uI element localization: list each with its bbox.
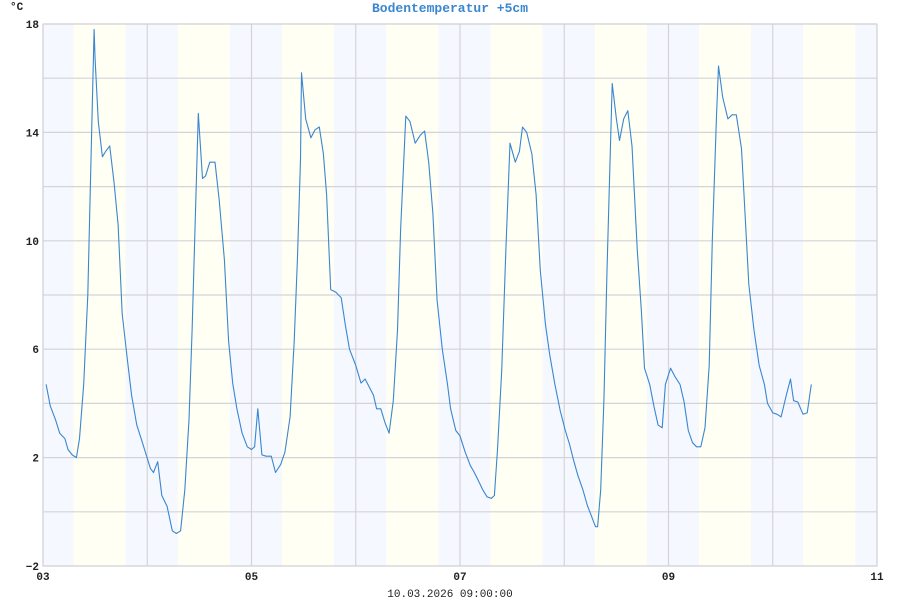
y-axis-ticks: −2 2 6 10 14 18 <box>26 20 40 574</box>
plot-frame <box>42 23 878 567</box>
series-line <box>45 28 812 535</box>
y-axis-unit: °C <box>10 2 24 14</box>
y-tick-label: 2 <box>32 454 39 466</box>
x-tick-label: 09 <box>662 572 675 584</box>
x-tick-label: 11 <box>870 572 884 584</box>
chart-title: Bodentemperatur +5cm <box>372 1 528 16</box>
y-tick-label: −2 <box>26 562 39 574</box>
y-tick-label: 18 <box>26 20 40 32</box>
x-tick-label: 05 <box>245 572 259 584</box>
y-tick-label: 10 <box>26 237 39 249</box>
y-tick-label: 6 <box>32 345 39 357</box>
x-axis-ticks: 03 05 07 09 11 <box>36 572 884 584</box>
x-axis-timestamp: 10.03.2026 09:00:00 <box>387 589 512 600</box>
y-tick-label: 14 <box>26 128 40 140</box>
x-tick-label: 07 <box>453 572 466 584</box>
x-tick-label: 03 <box>36 572 50 584</box>
